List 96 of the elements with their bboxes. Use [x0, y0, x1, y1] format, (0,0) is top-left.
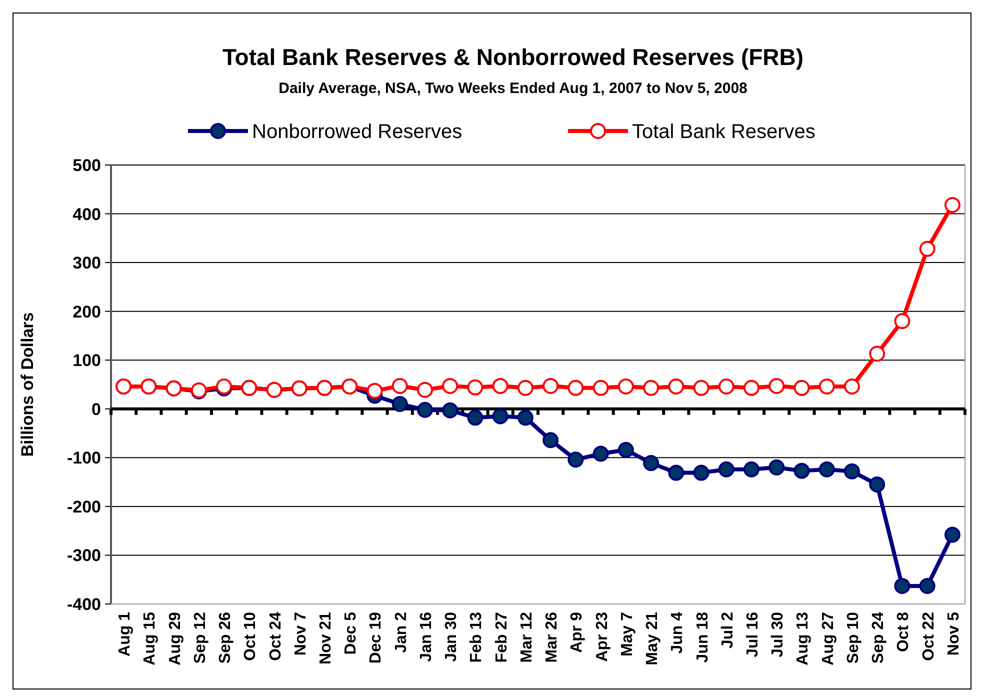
- x-tick-label: Sep 26: [217, 612, 234, 664]
- y-tick-label: 300: [72, 254, 101, 273]
- x-tick-label: Dec 19: [368, 612, 385, 664]
- x-tick-label: Apr 9: [568, 612, 586, 653]
- x-tick-label: Aug 1: [116, 612, 134, 656]
- chart-title: Total Bank Reserves & Nonborrowed Reserves (FRB): [222, 44, 804, 70]
- x-tick-label: Nov 5: [945, 612, 962, 656]
- point: [693, 464, 710, 481]
- point: [744, 461, 760, 478]
- point: [517, 410, 534, 426]
- point: [592, 446, 609, 462]
- point: [768, 459, 785, 476]
- point: [618, 378, 634, 394]
- y-tick-label: -400: [66, 595, 101, 614]
- x-tick-label: Nov 7: [292, 612, 310, 656]
- y-tick-label: -200: [66, 497, 101, 516]
- x-tick-label: Oct 22: [920, 612, 938, 661]
- x-tick-label: Jun 18: [694, 612, 712, 663]
- point: [568, 380, 584, 396]
- x-tick-label: Jan 30: [443, 612, 460, 662]
- point: [919, 578, 936, 594]
- legend-label: Total Bank Reserves: [632, 121, 816, 143]
- point: [668, 464, 684, 481]
- x-tick-label: Dec 5: [342, 612, 360, 655]
- point: [818, 378, 835, 394]
- y-tick-label: 500: [72, 156, 101, 175]
- x-tick-label: Aug 27: [820, 612, 837, 666]
- x-tick-label: Aug 13: [794, 612, 812, 666]
- x-tick-label: Jan 2: [392, 612, 410, 653]
- point: [794, 462, 810, 479]
- point: [467, 410, 484, 426]
- chart-subtitle: Daily Average, NSA, Two Weeks Ended Aug 1, 2007 to Nov 5, 2008: [278, 80, 748, 97]
- x-tick-label: Oct 10: [242, 612, 260, 661]
- point: [944, 197, 960, 213]
- x-tick-label: Mar 26: [544, 612, 561, 663]
- point: [592, 380, 609, 396]
- point: [568, 452, 584, 468]
- y-tick-label: 400: [72, 204, 101, 224]
- point: [517, 380, 534, 396]
- point: [442, 378, 458, 394]
- x-tick-label: Mar 12: [518, 612, 536, 663]
- point: [744, 380, 760, 396]
- y-axis-title: Billions of Dollars: [18, 312, 37, 457]
- point: [818, 461, 835, 478]
- point: [416, 382, 433, 398]
- point: [919, 240, 936, 257]
- legend-label: Nonborrowed Reserves: [252, 121, 462, 143]
- point: [718, 378, 734, 394]
- y-tick-label: -300: [66, 546, 101, 566]
- point: [668, 378, 684, 394]
- point: [693, 380, 710, 396]
- point: [366, 382, 383, 399]
- point: [894, 578, 910, 594]
- x-tick-label: Nov 21: [318, 612, 334, 664]
- point: [844, 463, 860, 480]
- x-tick-label: Aug 29: [166, 612, 184, 666]
- x-tick-label: Sep 12: [192, 612, 209, 664]
- point: [442, 402, 458, 418]
- point: [894, 313, 910, 330]
- point: [844, 378, 860, 394]
- x-tick-label: Sep 24: [870, 612, 888, 664]
- point: [392, 378, 408, 394]
- x-tick-label: May 7: [618, 612, 636, 656]
- point: [794, 380, 810, 396]
- y-tick-label: 0: [92, 400, 101, 419]
- y-tick-label: 200: [72, 302, 101, 322]
- point: [392, 396, 408, 412]
- x-tick-label: Jun 4: [669, 612, 686, 654]
- x-tick-label: Apr 23: [594, 612, 611, 662]
- x-tick-label: Oct 24: [267, 612, 284, 661]
- x-tick-label: Jan 16: [418, 612, 435, 662]
- x-tick-label: Aug 15: [142, 612, 159, 666]
- point: [643, 380, 660, 396]
- point: [869, 346, 886, 362]
- point: [869, 476, 886, 492]
- point: [492, 378, 508, 394]
- x-tick-label: Jul 30: [770, 612, 787, 658]
- point: [492, 408, 508, 424]
- point: [542, 432, 559, 448]
- x-tick-label: Jul 16: [744, 612, 762, 658]
- point: [618, 442, 634, 458]
- point: [944, 526, 960, 543]
- y-tick-label: -100: [66, 448, 101, 468]
- point: [718, 461, 734, 478]
- x-tick-label: Sep 10: [844, 612, 862, 664]
- y-tick-label: 100: [72, 351, 101, 370]
- point: [416, 402, 433, 418]
- x-tick-label: May 21: [644, 612, 662, 666]
- point: [542, 378, 559, 394]
- point: [643, 455, 660, 472]
- x-tick-label: Jul 2: [719, 612, 736, 648]
- point: [768, 378, 785, 394]
- x-tick-label: Feb 27: [493, 612, 510, 663]
- x-tick-label: Feb 13: [468, 612, 486, 663]
- x-tick-label: Oct 8: [895, 612, 912, 652]
- point: [467, 379, 484, 396]
